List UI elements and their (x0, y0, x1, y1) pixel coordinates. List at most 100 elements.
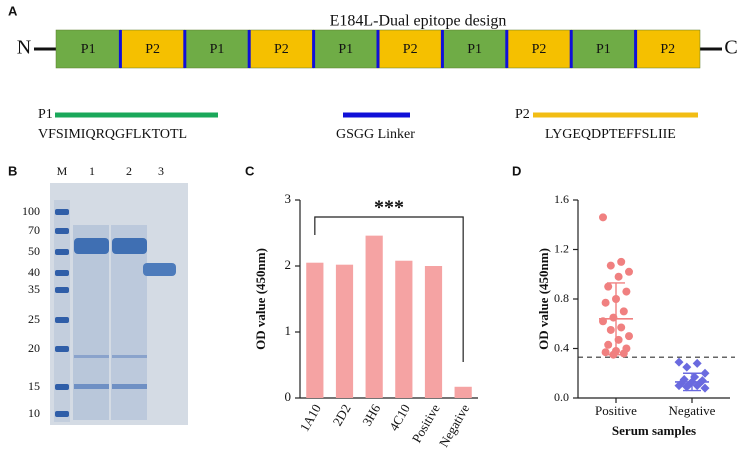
segment-label: P1 (467, 42, 482, 57)
panel-label: A (8, 3, 18, 18)
segment (55, 29, 121, 69)
ladder-label: 35 (28, 282, 40, 296)
panel-label: C (245, 163, 255, 178)
bar (335, 264, 354, 398)
data-point (674, 357, 684, 367)
ladder-label: 50 (28, 244, 40, 258)
data-point (617, 323, 626, 332)
data-point (614, 272, 623, 281)
linker (440, 30, 444, 68)
data-point (625, 267, 633, 276)
ladder-band (55, 384, 69, 390)
ladder-label: 10 (28, 406, 40, 420)
linker (312, 30, 316, 68)
segment (635, 29, 701, 69)
y-tick-label: 0.4 (554, 340, 569, 354)
y-tick-label: 0.8 (554, 291, 569, 305)
data-point (606, 261, 615, 270)
segment-label: P2 (145, 42, 160, 57)
x-tick-label: 4C10 (386, 401, 413, 433)
data-point (700, 383, 710, 393)
linker (634, 30, 638, 68)
linker (247, 30, 251, 68)
ladder-label: 40 (28, 265, 40, 279)
significance-label: *** (374, 197, 404, 219)
segment-label: P2 (660, 42, 675, 57)
construct: P1 P2 P1 P2 P1 P2 P1 P2 P1 P2 (55, 29, 701, 69)
data-point (625, 332, 633, 341)
lane-label: M (57, 164, 68, 178)
data-point (604, 282, 613, 291)
ladder-band (55, 270, 69, 276)
sequence: VFSIMIQRQGFLKTOTL (38, 127, 187, 142)
data-point (682, 382, 692, 392)
linker (183, 30, 187, 68)
x-axis-label: Serum samples (612, 423, 696, 438)
bar (306, 262, 324, 398)
y-tick-label: 2 (285, 257, 292, 272)
y-tick-label: 3 (285, 191, 292, 206)
data-point (700, 368, 710, 378)
data-point (617, 257, 626, 266)
y-axis-label: OD value (450nm) (536, 248, 551, 350)
gel-image (50, 183, 188, 425)
data-point (599, 213, 607, 222)
lane-label: 1 (89, 164, 95, 178)
x-tick-label: 2D2 (329, 401, 353, 428)
error-bar (607, 282, 625, 356)
lane-label: 2 (126, 164, 132, 178)
ladder-band (55, 411, 69, 417)
segment (442, 29, 508, 69)
lane-label: 3 (158, 164, 164, 178)
data-point (606, 325, 615, 334)
ladder-band (55, 287, 69, 293)
y-axis-label: OD value (450nm) (253, 248, 268, 350)
ladder-label: 70 (28, 223, 40, 237)
segment-label: P2 (403, 42, 418, 57)
y-tick-label: 0.0 (554, 390, 569, 404)
x-tick-label: 1A10 (297, 401, 324, 434)
bar (454, 386, 472, 398)
segment-label: P2 (532, 42, 547, 57)
segment-label: P1 (81, 42, 96, 57)
data-point (601, 298, 610, 307)
x-tick-label: Positive (595, 403, 637, 418)
data-point (619, 349, 628, 358)
data-point (622, 287, 631, 296)
panel-label: B (8, 163, 17, 178)
ladder: M 1 2 3 100 70 50 40 35 25 20 15 10 (22, 164, 164, 420)
ladder-band (55, 228, 69, 234)
ladder-band (55, 209, 69, 215)
segment (570, 29, 636, 69)
x-tick-label: Negative (669, 403, 716, 418)
segment (377, 29, 443, 69)
segment-label: P2 (274, 42, 289, 57)
ladder-label: 100 (22, 204, 40, 218)
segment (506, 29, 572, 69)
data-point (682, 362, 692, 372)
ladder-band (55, 317, 69, 323)
ladder-band (55, 346, 69, 352)
data-point (692, 381, 702, 391)
linker (569, 30, 573, 68)
sequence: LYGEQDPTEFFSLIIE (545, 127, 676, 142)
y-tick-label: 1.6 (554, 192, 569, 206)
legend-key: P1 (38, 107, 53, 122)
bar (365, 235, 383, 398)
segment-label: P1 (596, 42, 611, 57)
data-point (692, 358, 702, 368)
diagram-title: E184L-Dual epitope design (330, 13, 507, 30)
n-terminus: N (17, 37, 31, 59)
data-point (619, 307, 628, 316)
bar (395, 260, 413, 398)
panel-label: D (512, 163, 521, 178)
ladder-band (55, 249, 69, 255)
data-point (604, 340, 613, 349)
data-point (674, 381, 684, 391)
linker (376, 30, 380, 68)
y-tick-label: 1 (285, 323, 292, 338)
y-tick-label: 1.2 (554, 241, 569, 255)
ladder-label: 15 (28, 379, 40, 393)
segment-label: P1 (210, 42, 225, 57)
